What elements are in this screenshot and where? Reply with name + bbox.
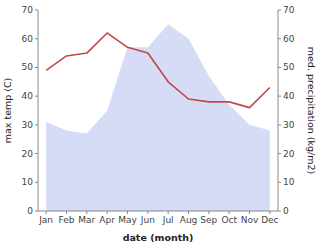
x-tick-label: Mar — [78, 215, 95, 225]
x-tick-label: Feb — [59, 215, 75, 225]
x-tick-label: Nov — [241, 215, 259, 225]
y2-tick — [278, 182, 281, 183]
y-tick-label: 30 — [22, 120, 34, 130]
x-tick — [147, 211, 148, 214]
x-tick — [168, 211, 169, 214]
y2-tick-label: 40 — [283, 91, 295, 101]
y-tick-label: 20 — [22, 149, 34, 159]
y2-tick-label: 50 — [283, 62, 295, 72]
x-axis-title: date (month) — [123, 232, 194, 243]
y-tick — [35, 96, 38, 97]
x-tick-label: Sep — [200, 215, 217, 225]
plot-area — [46, 24, 270, 211]
y-tick-label: 40 — [22, 91, 34, 101]
x-tick — [188, 211, 189, 214]
x-tick — [107, 211, 108, 214]
x-tick — [46, 211, 47, 214]
y2-tick — [278, 67, 281, 68]
y-tick-label: 50 — [22, 62, 34, 72]
x-tick-label: Aug — [180, 215, 198, 225]
y2-tick — [278, 10, 281, 11]
temperature-line — [46, 33, 270, 108]
x-tick — [66, 211, 67, 214]
y-tick — [35, 211, 38, 212]
x-tick — [127, 211, 128, 214]
x-tick-label: Dec — [261, 215, 278, 225]
x-tick — [229, 211, 230, 214]
right-axis-line — [278, 10, 279, 211]
y2-tick — [278, 96, 281, 97]
x-tick-label: Jan — [38, 215, 53, 225]
x-axis-line — [38, 211, 278, 212]
x-tick-label: Jul — [162, 215, 174, 225]
y2-tick — [278, 153, 281, 154]
y2-axis-title: med. precipitation (kg/m2) — [306, 47, 317, 174]
y2-tick — [278, 124, 281, 125]
left-axis-line — [38, 10, 39, 211]
y-axis-title: max temp (C) — [2, 78, 13, 144]
y2-tick-label: 30 — [283, 120, 295, 130]
y-tick — [35, 10, 38, 11]
y2-tick-label: 20 — [283, 149, 295, 159]
x-tick-label: May — [118, 215, 137, 225]
y-tick-label: 70 — [22, 5, 34, 15]
y-tick — [35, 182, 38, 183]
x-tick — [86, 211, 87, 214]
y-tick-label: 10 — [22, 177, 34, 187]
x-tick — [208, 211, 209, 214]
y-tick — [35, 38, 38, 39]
precipitation-area — [46, 24, 270, 211]
y-tick-label: 0 — [27, 206, 33, 216]
y2-tick — [278, 38, 281, 39]
y-tick — [35, 124, 38, 125]
x-tick-label: Oct — [221, 215, 237, 225]
axes: 0 10 20 30 40 50 60 70 0 10 20 30 40 50 60 70 Jan FebMar A… — [22, 5, 295, 225]
y-tick — [35, 67, 38, 68]
x-tick-label: Apr — [99, 215, 115, 225]
y2-tick — [278, 211, 281, 212]
chart: 0 10 20 30 40 50 60 70 0 10 20 30 40 50 60 70 Jan FebMar A… — [0, 0, 318, 247]
x-tick — [269, 211, 270, 214]
x-tick — [249, 211, 250, 214]
y-tick-label: 60 — [22, 34, 34, 44]
y2-tick-label: 60 — [283, 34, 295, 44]
y2-tick-label: 10 — [283, 177, 295, 187]
x-tick-label: Jun — [140, 215, 155, 225]
y2-tick-label: 0 — [283, 206, 289, 216]
y-tick — [35, 153, 38, 154]
y2-tick-label: 70 — [283, 5, 295, 15]
chart-container: 0 10 20 30 40 50 60 70 0 10 20 30 40 50 60 70 Jan FebMar A… — [0, 0, 318, 247]
